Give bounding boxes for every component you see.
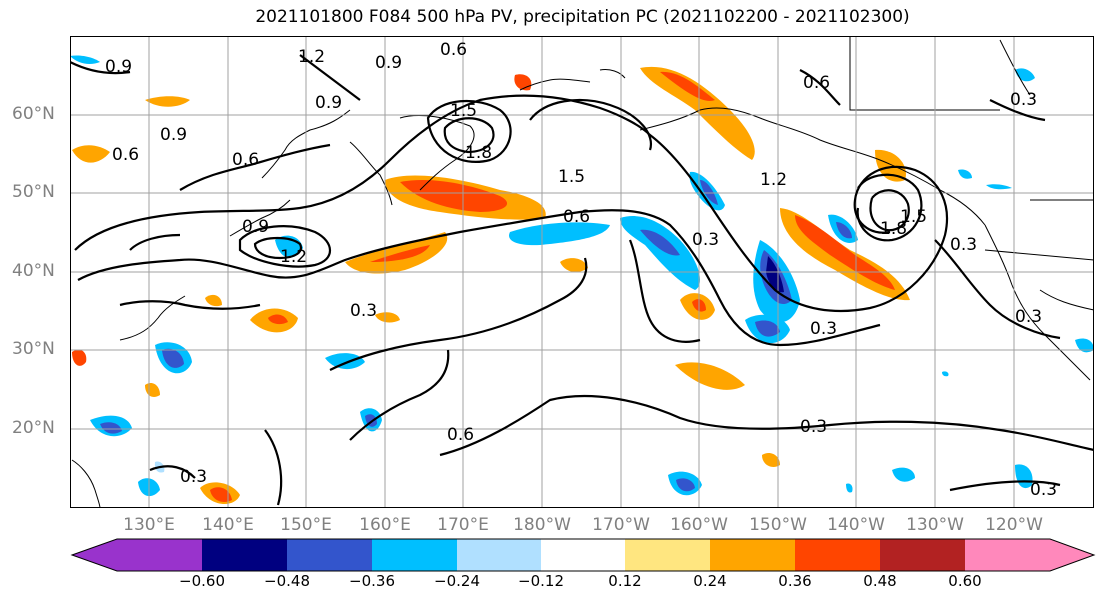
lon-label-170e: 170°E xyxy=(437,515,489,535)
lon-label-140e: 140°E xyxy=(202,515,254,535)
contour-label: 1.2 xyxy=(298,47,325,67)
contour-label: 0.3 xyxy=(1015,307,1042,327)
contour-label: 1.8 xyxy=(880,219,907,239)
lat-label-40n: 40°N xyxy=(12,261,55,281)
lon-label-130e: 130°E xyxy=(123,515,175,535)
colorbar-segment xyxy=(1050,539,1094,571)
contour-label: 1.5 xyxy=(450,101,477,121)
colorbar-tick: 0.24 xyxy=(693,572,727,590)
lon-label-160w: 160°W xyxy=(670,515,728,535)
contour-label: 0.3 xyxy=(950,235,977,255)
map-area: 0.9 1.2 0.6 0.9 0.6 0.9 1.5 1.8 1.5 0.6 … xyxy=(70,36,1094,508)
colorbar-segment xyxy=(541,539,625,571)
colorbar-segment xyxy=(965,539,1050,571)
colorbar-segment xyxy=(880,539,965,571)
colorbar-tick: 0.12 xyxy=(608,572,642,590)
colorbar-tick: 0.48 xyxy=(863,572,897,590)
lon-label-150w: 150°W xyxy=(749,515,807,535)
graticule xyxy=(70,36,1094,508)
colorbar-tick: −0.60 xyxy=(179,572,225,590)
contour-label: 1.2 xyxy=(760,170,787,190)
contour-label: 0.9 xyxy=(160,125,187,145)
colorbar-segment xyxy=(625,539,710,571)
contour-label: 0.9 xyxy=(105,57,132,77)
contour-label: 0.6 xyxy=(563,207,590,227)
contour-label: 0.3 xyxy=(180,467,207,487)
pv-contours xyxy=(70,54,1094,506)
lon-label-150e: 150°E xyxy=(280,515,332,535)
colorbar-tick: 0.36 xyxy=(778,572,812,590)
colorbar xyxy=(70,538,1096,572)
contour-label: 1.5 xyxy=(900,207,927,227)
lat-label-30n: 30°N xyxy=(12,339,55,359)
contour-label: 0.6 xyxy=(112,145,139,165)
colorbar-outline xyxy=(70,538,1096,572)
colorbar-tick: −0.24 xyxy=(434,572,480,590)
contour-label: 0.3 xyxy=(810,319,837,339)
contour-label: 0.3 xyxy=(692,230,719,250)
contour-label: 0.6 xyxy=(803,73,830,93)
contour-label: 0.3 xyxy=(350,301,377,321)
lat-label-60n: 60°N xyxy=(12,104,55,124)
contour-label: 0.6 xyxy=(440,40,467,60)
colorbar-segment xyxy=(710,539,795,571)
colorbar-segment xyxy=(457,539,541,571)
colorbar-tick: −0.12 xyxy=(518,572,564,590)
lon-label-140w: 140°W xyxy=(827,515,885,535)
contour-label: 0.9 xyxy=(375,53,402,73)
map-title: 2021101800 F084 500 hPa PV, precipitatio… xyxy=(255,7,910,27)
contour-label: 1.8 xyxy=(465,143,492,163)
map-frame xyxy=(70,36,1094,508)
lat-label-50n: 50°N xyxy=(12,182,55,202)
lon-label-130w: 130°W xyxy=(906,515,964,535)
contour-label: 0.9 xyxy=(242,217,269,237)
lat-label-20n: 20°N xyxy=(12,418,55,438)
contour-label: 1.5 xyxy=(558,167,585,187)
contour-label: 1.2 xyxy=(280,247,307,267)
colorbar-segment xyxy=(202,539,287,571)
precipitation-shading xyxy=(70,55,1094,505)
contour-label: 0.6 xyxy=(447,425,474,445)
contour-label: 0.3 xyxy=(1010,90,1037,110)
colorbar-tick: 0.60 xyxy=(948,572,982,590)
colorbar-tick: −0.48 xyxy=(264,572,310,590)
lon-label-160e: 160°E xyxy=(359,515,411,535)
contour-label: 0.3 xyxy=(800,417,827,437)
contour-label: 0.3 xyxy=(1030,480,1057,500)
colorbar-tick: −0.36 xyxy=(349,572,395,590)
lon-label-180w: 180°W xyxy=(513,515,571,535)
lon-label-120w: 120°W xyxy=(985,515,1043,535)
contour-label: 0.6 xyxy=(232,150,259,170)
colorbar-segment xyxy=(72,539,117,571)
colorbar-segment xyxy=(795,539,880,571)
contour-labels: 0.9 1.2 0.6 0.9 0.6 0.9 1.5 1.8 1.5 0.6 … xyxy=(105,40,1057,500)
lon-label-170w: 170°W xyxy=(592,515,650,535)
contour-label: 0.9 xyxy=(315,93,342,113)
colorbar-segment xyxy=(117,539,202,571)
colorbar-segment xyxy=(372,539,457,571)
colorbar-segment xyxy=(287,539,372,571)
